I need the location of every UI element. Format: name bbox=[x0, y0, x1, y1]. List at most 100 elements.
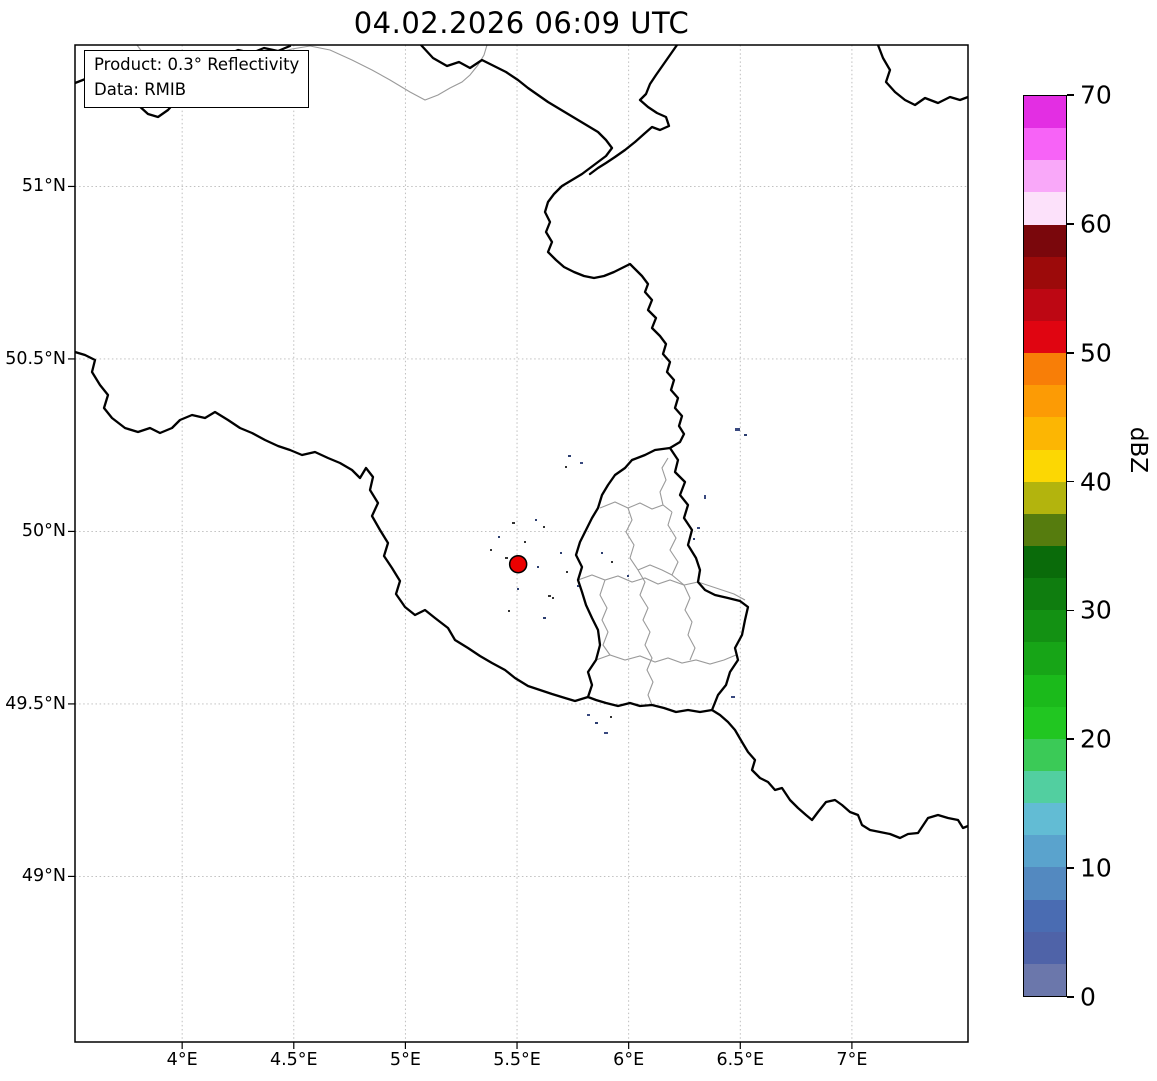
y-tick-label: 50.5°N bbox=[5, 348, 66, 369]
country-border bbox=[75, 350, 590, 703]
radar-echo bbox=[537, 566, 539, 568]
colorbar-segment bbox=[1024, 835, 1066, 868]
map-frame bbox=[74, 44, 969, 1043]
radar-echo bbox=[580, 462, 583, 464]
x-tick-label: 6°E bbox=[613, 1050, 645, 1070]
y-tick-label: 49.5°N bbox=[5, 693, 66, 714]
admin-border bbox=[599, 579, 611, 656]
colorbar-tick-mark bbox=[1067, 996, 1074, 998]
radar-echo bbox=[604, 732, 608, 734]
admin-border bbox=[637, 564, 673, 576]
colorbar-segment bbox=[1024, 931, 1066, 964]
admin-border bbox=[697, 581, 746, 601]
colorbar-segment bbox=[1024, 321, 1066, 354]
radar-echo bbox=[587, 714, 590, 716]
colorbar-segment bbox=[1024, 513, 1066, 547]
colorbar-tick-label: 60 bbox=[1080, 209, 1112, 239]
colorbar-segment bbox=[1024, 963, 1066, 996]
admin-border bbox=[637, 569, 654, 706]
radar-echo bbox=[505, 557, 508, 559]
colorbar-unit-label: dBZ bbox=[1125, 426, 1151, 474]
country-border bbox=[574, 446, 750, 714]
colorbar-tick-label: 50 bbox=[1080, 338, 1112, 368]
radar-echo bbox=[693, 538, 695, 540]
radar-echo bbox=[704, 495, 706, 499]
colorbar-segment bbox=[1024, 160, 1066, 193]
country-border bbox=[710, 708, 968, 840]
colorbar-tick-label: 70 bbox=[1080, 80, 1112, 110]
colorbar-segment bbox=[1024, 899, 1066, 932]
info-box-product: Product: 0.3° Reflectivity bbox=[94, 55, 300, 74]
info-box: Product: 0.3° Reflectivity Data: RMIB bbox=[84, 50, 310, 108]
colorbar-tick-mark bbox=[1067, 609, 1074, 612]
info-box-data-source: Data: RMIB bbox=[94, 79, 187, 99]
colorbar-segment bbox=[1024, 353, 1066, 386]
radar-echo bbox=[566, 571, 568, 573]
admin-border bbox=[659, 457, 669, 506]
radar-echo bbox=[595, 722, 598, 724]
colorbar-tick-mark bbox=[1067, 480, 1074, 483]
borders-layer bbox=[75, 45, 968, 840]
colorbar-tick-label: 10 bbox=[1080, 853, 1112, 883]
y-tick-label: 49°N bbox=[21, 866, 66, 887]
radar-echo bbox=[565, 466, 567, 468]
radar-echo bbox=[552, 597, 554, 599]
colorbar-tick-mark bbox=[1067, 738, 1074, 741]
colorbar bbox=[1023, 95, 1067, 997]
radar-echo bbox=[560, 552, 562, 554]
x-tick-label: 5.5°E bbox=[493, 1050, 541, 1070]
radar-echo bbox=[498, 536, 500, 538]
colorbar-segment bbox=[1024, 771, 1066, 804]
colorbar-segment bbox=[1024, 674, 1066, 707]
colorbar-segment bbox=[1024, 417, 1066, 450]
colorbar-segment bbox=[1024, 546, 1066, 579]
colorbar-segment bbox=[1024, 96, 1066, 129]
radar-echo bbox=[490, 549, 492, 551]
colorbar-tick-mark bbox=[1067, 94, 1074, 96]
admin-border bbox=[683, 584, 696, 661]
radar-echo bbox=[735, 428, 740, 431]
radar-echo bbox=[568, 455, 571, 457]
colorbar-segment bbox=[1024, 867, 1066, 900]
colorbar-segment bbox=[1024, 642, 1066, 675]
radar-echo bbox=[548, 595, 551, 597]
gridlines bbox=[75, 45, 968, 1042]
colorbar-tick-label: 40 bbox=[1080, 467, 1112, 497]
radar-echo bbox=[577, 585, 579, 587]
y-tick-label: 51°N bbox=[21, 176, 66, 197]
radar-echo bbox=[524, 541, 526, 543]
radar-location-marker bbox=[508, 554, 528, 574]
page-title: 04.02.2026 06:09 UTC bbox=[353, 6, 690, 40]
colorbar-segment bbox=[1024, 192, 1066, 225]
colorbar-segment bbox=[1024, 803, 1066, 836]
country-border bbox=[419, 45, 686, 450]
radar-echo bbox=[543, 526, 545, 528]
radar-echoes-layer bbox=[490, 428, 747, 734]
radar-echo bbox=[611, 561, 613, 563]
admin-border bbox=[625, 507, 639, 571]
colorbar-tick-mark bbox=[1067, 223, 1074, 225]
radar-echo bbox=[697, 527, 700, 529]
colorbar-segment bbox=[1024, 449, 1066, 482]
colorbar-segment bbox=[1024, 738, 1066, 772]
radar-echo bbox=[543, 617, 546, 619]
colorbar-segment bbox=[1024, 224, 1066, 257]
radar-echo bbox=[512, 522, 515, 524]
radar-echo bbox=[731, 696, 735, 698]
radar-echo bbox=[627, 575, 629, 577]
country-border bbox=[876, 45, 968, 107]
colorbar-segment bbox=[1024, 288, 1066, 322]
radar-echo bbox=[508, 610, 510, 612]
radar-echo bbox=[517, 588, 519, 590]
colorbar-segment bbox=[1024, 578, 1066, 611]
colorbar-segment bbox=[1024, 128, 1066, 161]
x-tick-label: 5°E bbox=[389, 1050, 421, 1070]
admin-border bbox=[599, 501, 673, 513]
x-tick-label: 7°E bbox=[836, 1050, 868, 1070]
admin-border bbox=[595, 654, 737, 665]
colorbar-tick-label: 0 bbox=[1080, 982, 1096, 1012]
x-tick-label: 6.5°E bbox=[716, 1050, 765, 1070]
colorbar-segment bbox=[1024, 385, 1066, 418]
